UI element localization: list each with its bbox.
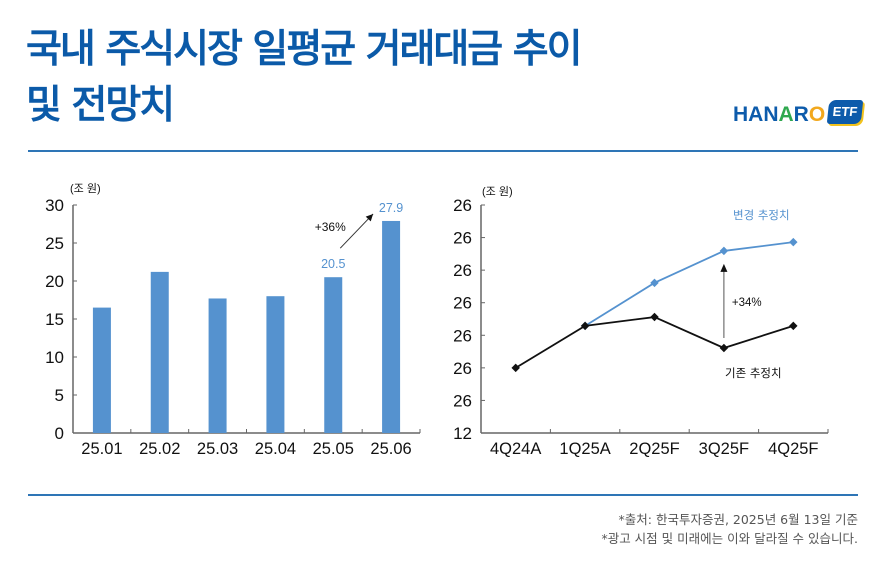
bar-y-tick-label: 20 bbox=[45, 272, 64, 291]
series-line-revised-estimate bbox=[584, 241, 794, 327]
hanaro-etf-logo: HANARO ETF bbox=[733, 100, 864, 130]
bar-growth-arrow-line bbox=[339, 213, 374, 249]
bar-growth-arrowhead bbox=[365, 213, 374, 222]
footer-notes: *출처: 한국투자증권, 2025년 6월 13일 기준 *광고 시점 및 미래… bbox=[601, 510, 858, 548]
line-x-tick-label: 2Q25F bbox=[629, 440, 679, 458]
bar-chart-bars bbox=[92, 220, 401, 433]
bar-chart-y-axis: 0 5 10 15 20 25 30 bbox=[45, 196, 77, 443]
line-y-tick-label: 26 bbox=[453, 294, 472, 313]
bar-y-tick-label: 25 bbox=[45, 234, 64, 253]
bar-25.03 bbox=[208, 298, 227, 433]
line-chart-unit-label: (조 원) bbox=[482, 185, 513, 198]
bar-25.04 bbox=[266, 296, 285, 433]
line-x-tick-label: 4Q24A bbox=[490, 440, 541, 458]
logo-part-o: O bbox=[808, 103, 826, 126]
logo-part-r: R bbox=[793, 103, 809, 126]
bar-chart-annotation: +36% bbox=[315, 213, 374, 249]
line-chart: (조 원) 12 26 26 26 26 26 26 26 4Q24A 1Q25A 2Q25F 3Q… bbox=[453, 185, 829, 458]
series-marker-previous-estimate bbox=[511, 363, 520, 373]
top-divider bbox=[28, 150, 858, 152]
bar-25.01 bbox=[92, 307, 111, 433]
line-y-tick-label: 12 bbox=[453, 424, 472, 443]
bar-y-tick-label: 0 bbox=[55, 424, 64, 443]
bar-x-tick-label: 25.04 bbox=[255, 440, 296, 458]
line-y-tick-label: 26 bbox=[453, 261, 472, 280]
bar-chart-x-axis: 25.01 25.02 25.03 25.04 25.05 25.06 bbox=[73, 429, 421, 458]
bar-y-tick-label: 15 bbox=[45, 310, 64, 329]
bar-data-label: 20.5 bbox=[321, 257, 345, 271]
logo-part-han: HAN bbox=[733, 103, 779, 126]
series-marker-previous-estimate bbox=[719, 343, 729, 353]
line-y-tick-label: 26 bbox=[453, 359, 472, 378]
bottom-divider bbox=[28, 494, 858, 496]
bar-y-tick-label: 30 bbox=[45, 196, 64, 215]
line-y-tick-label: 26 bbox=[453, 326, 472, 345]
line-y-tick-label: 26 bbox=[453, 391, 472, 410]
line-y-tick-label: 26 bbox=[453, 196, 472, 215]
series-marker-previous-estimate bbox=[580, 321, 590, 331]
bar-data-label: 27.9 bbox=[379, 201, 403, 215]
legend-revised-estimate: 변경 추정치 bbox=[733, 208, 790, 222]
line-growth-arrowhead bbox=[720, 263, 728, 272]
bar-y-tick-label: 5 bbox=[55, 386, 64, 405]
title-line-2: 및 전망치 bbox=[26, 83, 175, 128]
logo-etf-badge: ETF bbox=[826, 100, 864, 124]
line-chart-y-axis: 12 26 26 26 26 26 26 26 bbox=[453, 196, 485, 443]
bar-growth-label: +36% bbox=[315, 220, 346, 234]
line-chart-annotation: +34% bbox=[720, 263, 762, 338]
bar-x-tick-label: 25.02 bbox=[139, 440, 180, 458]
legend-previous-estimate: 기존 추정치 bbox=[725, 366, 782, 380]
bar-25.02 bbox=[150, 271, 169, 433]
series-marker-revised-estimate bbox=[789, 237, 798, 247]
series-marker-previous-estimate bbox=[789, 321, 798, 331]
bar-25.06 bbox=[382, 220, 401, 433]
logo-part-a: A bbox=[778, 103, 794, 126]
bar-y-tick-label: 10 bbox=[45, 348, 64, 367]
series-marker-revised-estimate bbox=[650, 278, 659, 288]
bar-x-tick-label: 25.01 bbox=[81, 440, 122, 458]
line-growth-label: +34% bbox=[732, 297, 762, 309]
bar-chart-data-labels: 20.5 27.9 bbox=[321, 201, 403, 271]
line-x-tick-label: 4Q25F bbox=[768, 440, 818, 458]
line-x-tick-label: 1Q25A bbox=[559, 440, 610, 458]
logo-wordmark: HANARO bbox=[733, 103, 825, 127]
series-marker-revised-estimate bbox=[719, 246, 729, 256]
source-note: *출처: 한국투자증권, 2025년 6월 13일 기준 bbox=[618, 512, 858, 527]
series-line-previous-estimate bbox=[515, 316, 794, 369]
bar-25.05 bbox=[324, 277, 343, 433]
bar-x-tick-label: 25.05 bbox=[313, 440, 354, 458]
page-title: 국내 주식시장 일평균 거래대금 추이 및 전망치 bbox=[26, 22, 583, 134]
bar-x-tick-label: 25.06 bbox=[370, 440, 411, 458]
line-chart-x-axis: 4Q24A 1Q25A 2Q25F 3Q25F 4Q25F bbox=[481, 429, 829, 458]
line-y-tick-label: 26 bbox=[453, 229, 472, 248]
line-x-tick-label: 3Q25F bbox=[699, 440, 749, 458]
disclaimer-note: *광고 시점 및 미래에는 이와 달라질 수 있습니다. bbox=[601, 531, 858, 546]
bar-x-tick-label: 25.03 bbox=[197, 440, 238, 458]
series-marker-previous-estimate bbox=[650, 312, 659, 322]
title-line-1: 국내 주식시장 일평균 거래대금 추이 bbox=[26, 27, 583, 72]
bar-chart-unit-label: (조 원) bbox=[70, 182, 101, 195]
